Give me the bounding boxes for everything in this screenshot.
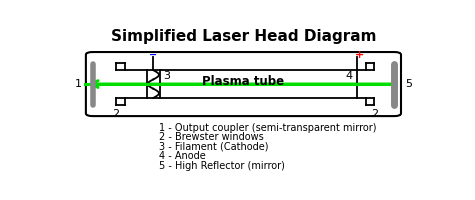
Text: 2: 2 [112,109,119,119]
Text: 5 - High Reflector (mirror): 5 - High Reflector (mirror) [159,161,285,171]
Text: 2 - Brewster windows: 2 - Brewster windows [159,132,264,142]
Text: 3 - Filament (Cathode): 3 - Filament (Cathode) [159,142,268,152]
Text: 4: 4 [345,71,352,81]
Text: 5: 5 [405,79,412,89]
Text: Plasma tube: Plasma tube [202,75,285,88]
Text: 3: 3 [163,71,171,81]
Text: Simplified Laser Head Diagram: Simplified Laser Head Diagram [111,29,376,44]
Text: 4 - Anode: 4 - Anode [159,151,206,161]
FancyBboxPatch shape [86,52,401,116]
Text: 1 - Output coupler (semi-transparent mirror): 1 - Output coupler (semi-transparent mir… [159,123,376,133]
Text: 1: 1 [75,79,82,89]
Text: 2: 2 [371,109,379,119]
Text: +: + [354,50,364,60]
Text: −: − [149,50,157,60]
